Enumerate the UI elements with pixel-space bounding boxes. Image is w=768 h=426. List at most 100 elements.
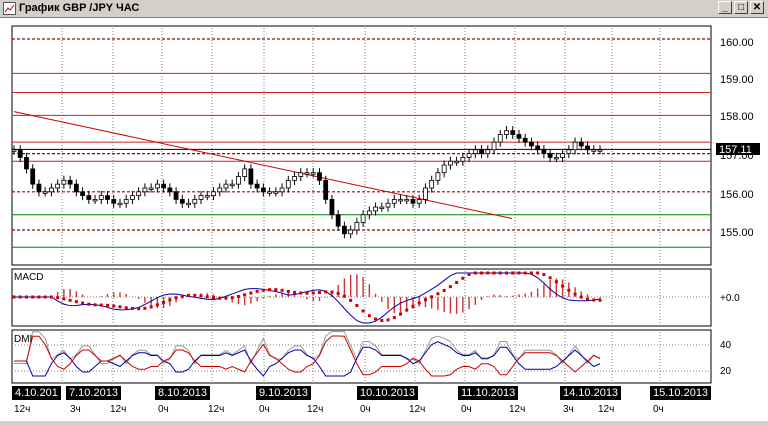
date-label: 8.10.2013 xyxy=(155,386,210,400)
macd-signal-point xyxy=(211,296,215,300)
macd-signal-point xyxy=(149,305,153,309)
candle-body xyxy=(466,153,472,158)
maximize-button[interactable]: □ xyxy=(734,1,748,14)
candle-body xyxy=(516,134,522,139)
macd-signal-point xyxy=(586,297,590,301)
macd-signal-point xyxy=(529,271,533,275)
candle-body xyxy=(329,199,335,216)
chart-area[interactable]: 160.00 159.00 158.00 157.00 156.00 155.0… xyxy=(0,18,768,421)
candle-body xyxy=(86,195,92,200)
macd-signal-point xyxy=(386,318,390,322)
macd-signal-point xyxy=(448,285,452,289)
dmi-minus-line xyxy=(14,335,601,377)
date-label: 9.10.2013 xyxy=(256,386,311,400)
candle-body xyxy=(323,179,329,200)
macd-signal-point xyxy=(74,300,78,304)
candle-body xyxy=(479,149,484,154)
price-chart[interactable]: 160.00 159.00 158.00 157.00 156.00 155.0… xyxy=(0,18,768,421)
hour-label: 0ч xyxy=(259,404,270,415)
candle-body xyxy=(36,183,42,193)
macd-signal-point xyxy=(486,271,490,275)
candle-body xyxy=(67,179,73,185)
price-tick-label: 160.00 xyxy=(720,37,754,49)
candle-body xyxy=(310,172,316,175)
dmi-label: DMI xyxy=(14,334,32,345)
candle-body xyxy=(117,202,123,206)
macd-signal-point xyxy=(249,291,253,295)
candle-body xyxy=(535,145,541,151)
macd-signal-point xyxy=(124,306,128,310)
hour-label: 12ч xyxy=(14,404,31,415)
minimize-button[interactable]: _ xyxy=(718,1,732,14)
candle-body xyxy=(254,183,260,189)
macd-signal-point xyxy=(311,291,315,295)
candle-body xyxy=(447,160,453,166)
macd-signal-point xyxy=(561,284,565,288)
macd-signal-point xyxy=(230,296,234,300)
candle-body xyxy=(504,130,509,135)
macd-signal-point xyxy=(31,295,35,299)
candle-body xyxy=(285,179,291,189)
price-tick-label: 156.00 xyxy=(720,189,754,201)
candle-body xyxy=(267,191,272,194)
candle-body xyxy=(485,149,491,154)
macd-label: MACD xyxy=(14,272,43,283)
candle-body xyxy=(304,172,310,175)
macd-signal-point xyxy=(317,290,321,294)
candle-body xyxy=(148,187,154,190)
macd-signal-point xyxy=(37,295,41,299)
candle-body xyxy=(55,183,61,189)
macd-signal-point xyxy=(436,292,440,296)
macd-signal-point xyxy=(180,294,184,298)
macd-signal-point xyxy=(542,273,546,277)
macd-signal-point xyxy=(274,288,278,292)
macd-signal-point xyxy=(68,298,72,302)
candle-body xyxy=(298,172,304,177)
macd-signal-point xyxy=(567,288,571,292)
candle-body xyxy=(398,199,403,202)
macd-signal-point xyxy=(118,305,122,309)
macd-signal-point xyxy=(224,296,228,300)
candle-body xyxy=(30,168,36,185)
hour-label: 0ч xyxy=(158,404,169,415)
hour-label: 12ч xyxy=(509,404,526,415)
dmi-level-label: 20 xyxy=(720,366,732,377)
dmi-level-label: 40 xyxy=(720,340,732,351)
candle-body xyxy=(391,199,397,204)
candle-body xyxy=(173,191,179,200)
macd-signal-point xyxy=(236,294,240,298)
hour-label: 0ч xyxy=(360,404,371,415)
candle-body xyxy=(198,195,204,200)
candle-body xyxy=(342,225,347,235)
macd-signal-point xyxy=(106,303,110,307)
candle-body xyxy=(360,214,366,223)
candle-body xyxy=(123,199,129,204)
candle-body xyxy=(385,202,391,208)
macd-signal-point xyxy=(330,290,334,294)
candle-body xyxy=(497,134,503,143)
macd-signal-point xyxy=(143,306,147,310)
macd-signal-point xyxy=(504,271,508,275)
macd-signal-point xyxy=(218,296,222,300)
macd-signal-point xyxy=(56,296,60,300)
candle-body xyxy=(154,183,160,189)
candle-body xyxy=(111,199,117,204)
candle-body xyxy=(317,172,322,181)
macd-signal-point xyxy=(81,301,85,305)
macd-signal-point xyxy=(293,290,297,294)
price-pane-frame xyxy=(11,25,712,266)
candle-body xyxy=(130,195,135,200)
candle-body xyxy=(404,199,410,202)
dmi-pane-frame xyxy=(11,329,712,384)
candle-body xyxy=(179,199,185,204)
candle-body xyxy=(80,191,85,197)
macd-signal-point xyxy=(417,301,421,305)
macd-signal-point xyxy=(511,271,515,275)
close-button[interactable]: ✕ xyxy=(750,1,764,14)
candle-body xyxy=(460,157,466,162)
trendline xyxy=(13,111,513,220)
hour-label: 12ч xyxy=(598,404,615,415)
candle-body xyxy=(217,187,223,193)
macd-signal-point xyxy=(168,298,172,302)
macd-signal-point xyxy=(598,298,602,302)
